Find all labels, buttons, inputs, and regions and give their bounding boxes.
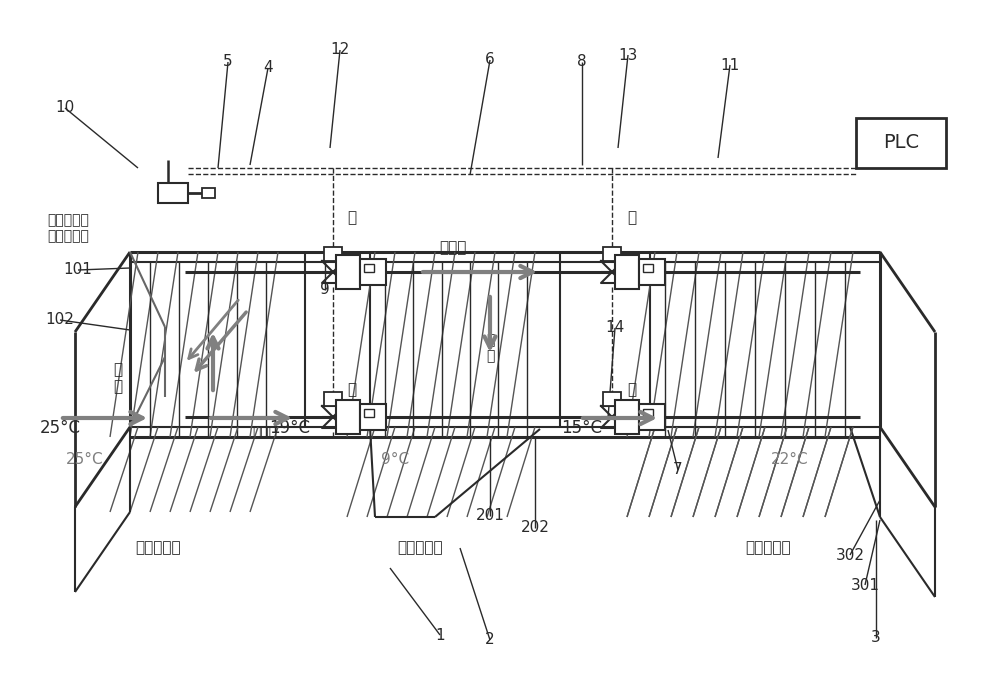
Bar [364,264,374,272]
Bar [202,188,215,198]
Text: 5: 5 [223,54,233,69]
Text: 关: 关 [627,382,637,398]
Bar [324,247,342,261]
Text: 4: 4 [263,61,273,75]
Bar [615,400,639,434]
Bar [324,392,342,406]
Bar [336,255,360,289]
Text: 9°C: 9°C [381,452,409,468]
Text: 一号热管组: 一号热管组 [135,541,181,556]
Text: 101: 101 [64,262,92,277]
Bar [364,409,374,417]
Text: 25°C: 25°C [66,452,104,468]
Bar [643,264,653,272]
Bar [643,409,653,417]
Text: 3: 3 [871,630,881,645]
Text: 二号热管组: 二号热管组 [397,541,443,556]
Text: 蒸汽段: 蒸汽段 [439,241,467,256]
Text: 102: 102 [46,313,74,328]
Text: 1: 1 [435,628,445,643]
Bar [158,183,188,203]
Bar [603,247,621,261]
Text: 9: 9 [320,282,330,298]
Text: 301: 301 [850,577,880,592]
Text: 8: 8 [577,54,587,69]
Text: 11: 11 [720,58,740,73]
Text: 25°C: 25°C [40,419,80,437]
Bar [615,255,639,289]
Text: 13: 13 [618,48,638,63]
Bar [639,259,665,285]
Bar [360,404,386,430]
Text: 201: 201 [476,509,504,524]
Text: 19°C: 19°C [270,419,310,437]
Text: 10: 10 [55,101,75,116]
Text: 7: 7 [673,462,683,477]
Bar [639,404,665,430]
Text: 6: 6 [485,52,495,67]
Text: 蒸
发: 蒸 发 [113,362,123,394]
Text: 22°C: 22°C [771,452,809,468]
Text: 302: 302 [836,547,864,562]
Text: PLC: PLC [883,133,919,152]
Bar [603,392,621,406]
Bar [360,259,386,285]
Text: 关: 关 [627,211,637,226]
Text: 开: 开 [347,382,357,398]
Text: 冷
凝: 冷 凝 [486,333,494,363]
Bar [336,400,360,434]
Text: 15°C: 15°C [562,419,602,437]
Text: 2: 2 [485,632,495,647]
Text: 开: 开 [347,211,357,226]
Text: 202: 202 [521,520,549,536]
Text: 温度传感器
（新风口）: 温度传感器 （新风口） [47,213,89,243]
Text: 冷凝段: 冷凝段 [252,425,278,439]
Text: 12: 12 [330,42,350,58]
Text: 14: 14 [605,320,625,335]
Bar [856,118,946,168]
Text: 三号热管组: 三号热管组 [745,541,791,556]
